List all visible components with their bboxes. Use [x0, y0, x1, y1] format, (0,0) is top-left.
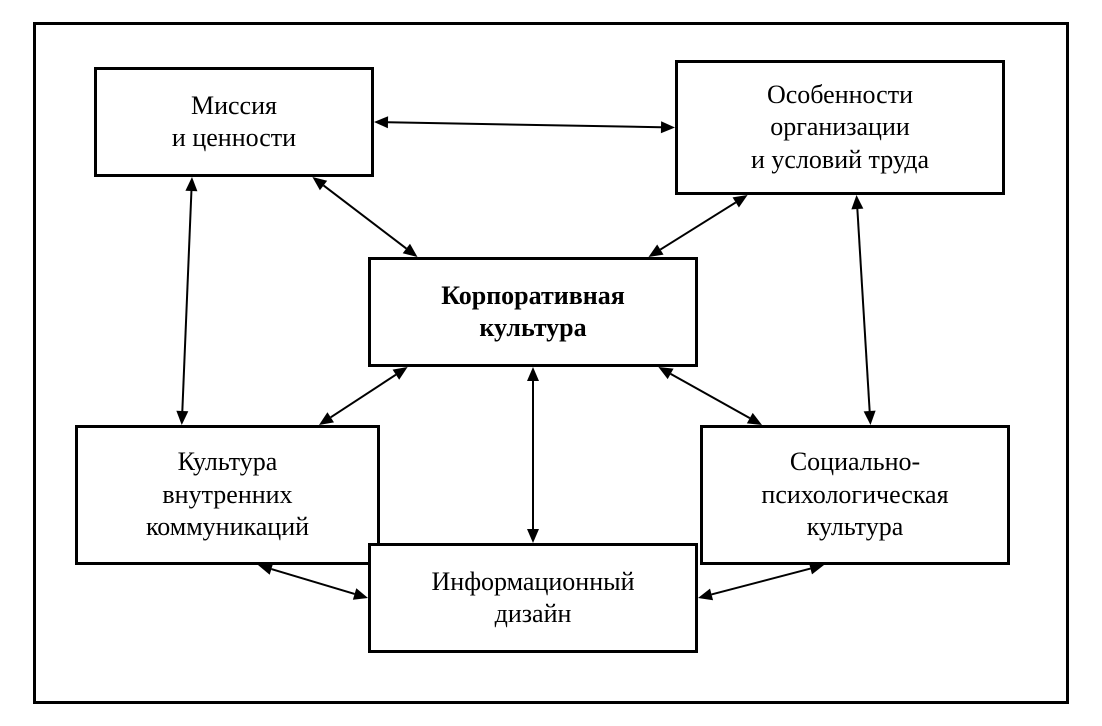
node-label: Социально- психологическая культура [761, 446, 948, 544]
node-information-design: Информационный дизайн [368, 543, 698, 653]
node-mission-values: Миссия и ценности [94, 67, 374, 177]
node-label: Особенности организации и условий труда [751, 79, 929, 177]
node-social-psych-culture: Социально- психологическая культура [700, 425, 1010, 565]
node-corporate-culture: Корпоративная культура [368, 257, 698, 367]
node-internal-communications: Культура внутренних коммуникаций [75, 425, 380, 565]
node-organization-features: Особенности организации и условий труда [675, 60, 1005, 195]
node-label: Культура внутренних коммуникаций [146, 446, 309, 544]
node-label: Миссия и ценности [172, 90, 296, 155]
diagram-canvas: Корпоративная культура Миссия и ценности… [0, 0, 1102, 726]
node-label: Корпоративная культура [441, 280, 625, 345]
node-label: Информационный дизайн [432, 566, 635, 631]
